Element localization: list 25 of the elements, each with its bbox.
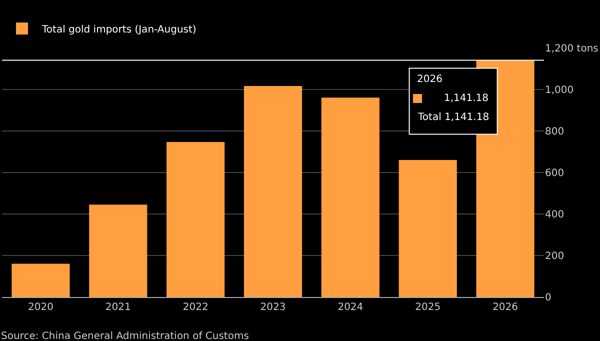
bar (166, 142, 225, 297)
x-tick-label: 2022 (182, 302, 208, 313)
annotation: 1,141.18 (444, 93, 489, 104)
y-tick-label: 600 (545, 168, 564, 179)
x-tick-label: 2024 (338, 302, 364, 313)
x-tick-label: 2023 (260, 302, 286, 313)
bar (398, 160, 457, 297)
bar (244, 86, 302, 297)
bar (321, 98, 380, 297)
x-tick-label: 2025 (415, 302, 441, 313)
annotation: Total 1,141.18 (417, 112, 490, 123)
legend-label: Total gold imports (Jan-August) (41, 24, 196, 36)
y-tick-label: 200 (545, 251, 564, 262)
y-tick-label: 0 (545, 292, 552, 304)
x-tick-label: 2021 (105, 302, 131, 313)
x-tick-label: 2020 (28, 302, 54, 313)
source-note: Source: China General Administration of Customs (1, 331, 249, 341)
x-tick-label: 2026 (492, 302, 518, 313)
bar (89, 204, 148, 297)
bar (12, 264, 70, 297)
y-tick-label: 1,200 tons (545, 44, 598, 54)
y-tick-label: 1,000 (545, 85, 574, 96)
y-tick-label: 400 (545, 210, 564, 220)
annotation: 2026 (417, 74, 442, 85)
y-tick-label: 800 (545, 126, 564, 138)
